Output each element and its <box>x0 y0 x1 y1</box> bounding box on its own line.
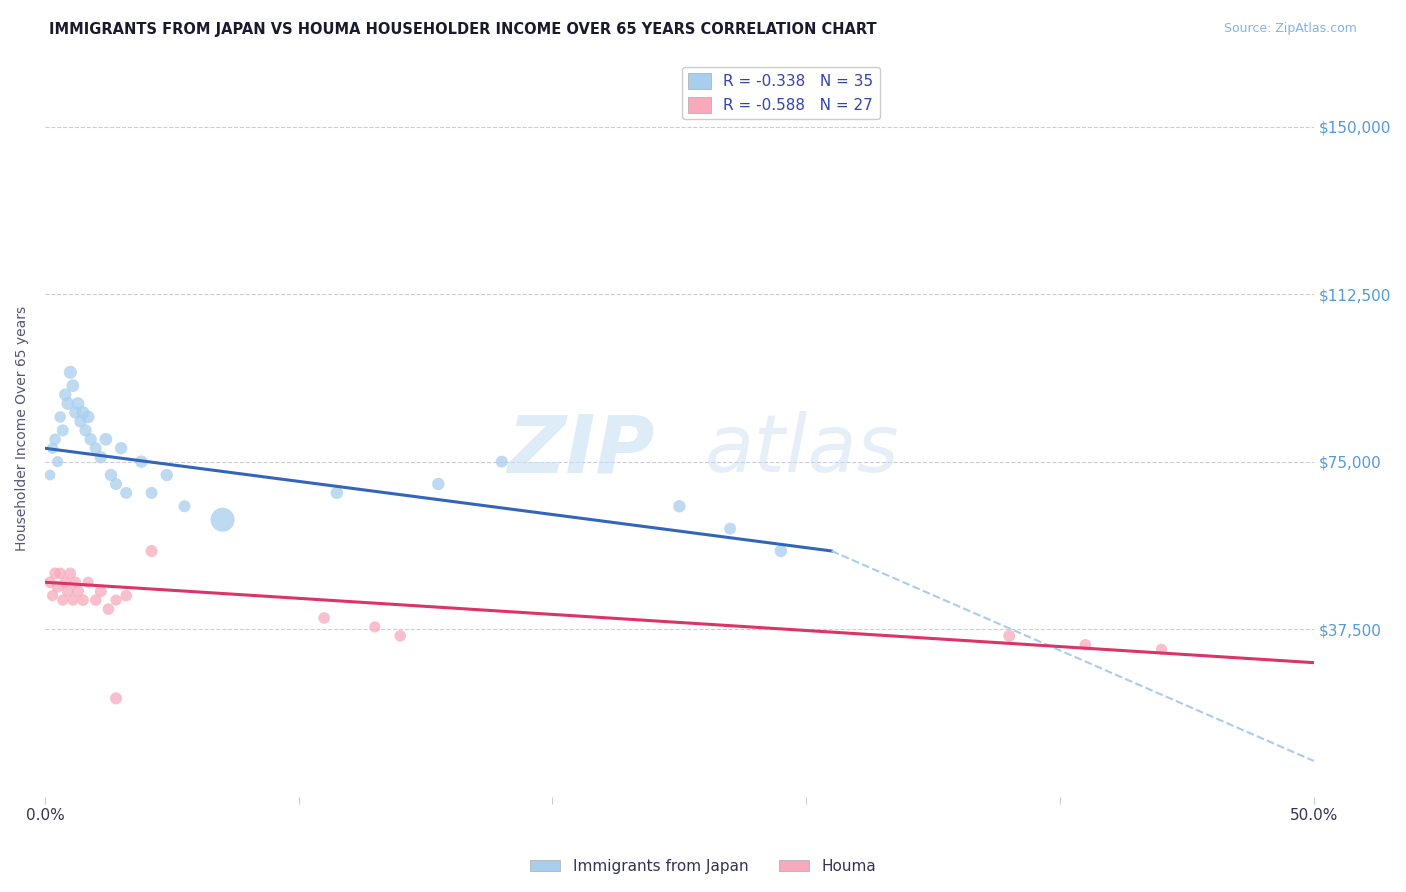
Point <box>66 396 89 410</box>
Point <box>52 423 75 437</box>
Point <box>39 468 62 483</box>
Point <box>314 611 336 625</box>
Point <box>211 513 233 527</box>
Point <box>84 442 107 456</box>
Text: atlas: atlas <box>704 411 900 489</box>
Point <box>364 620 387 634</box>
Point <box>105 691 128 706</box>
Text: ZIP: ZIP <box>506 411 654 489</box>
Point <box>115 589 138 603</box>
Point <box>769 544 792 558</box>
Point <box>59 566 82 581</box>
Point <box>59 365 82 379</box>
Point <box>66 584 89 599</box>
Point <box>1074 638 1097 652</box>
Y-axis label: Householder Income Over 65 years: Householder Income Over 65 years <box>15 306 30 550</box>
Point <box>65 405 87 419</box>
Point <box>141 486 163 500</box>
Point <box>49 566 72 581</box>
Point <box>49 409 72 424</box>
Point <box>44 566 66 581</box>
Point <box>77 575 100 590</box>
Point <box>62 593 84 607</box>
Point <box>90 450 112 465</box>
Point <box>105 477 128 491</box>
Point <box>141 544 163 558</box>
Point <box>427 477 450 491</box>
Point <box>156 468 179 483</box>
Point <box>326 486 349 500</box>
Point <box>41 442 63 456</box>
Point <box>62 378 84 392</box>
Point <box>173 500 195 514</box>
Legend: Immigrants from Japan, Houma: Immigrants from Japan, Houma <box>523 853 883 880</box>
Point <box>46 455 69 469</box>
Point <box>90 584 112 599</box>
Point <box>56 584 79 599</box>
Point <box>44 432 66 446</box>
Point <box>389 629 412 643</box>
Legend: R = -0.338   N = 35, R = -0.588   N = 27: R = -0.338 N = 35, R = -0.588 N = 27 <box>682 67 880 119</box>
Point <box>41 589 63 603</box>
Point <box>94 432 117 446</box>
Point <box>100 468 122 483</box>
Point <box>491 455 513 469</box>
Point <box>1150 642 1173 657</box>
Point <box>84 593 107 607</box>
Text: Source: ZipAtlas.com: Source: ZipAtlas.com <box>1223 22 1357 36</box>
Point <box>65 575 87 590</box>
Point <box>46 580 69 594</box>
Point <box>115 486 138 500</box>
Point <box>131 455 153 469</box>
Point <box>53 575 76 590</box>
Point <box>77 409 100 424</box>
Point <box>668 500 690 514</box>
Point <box>72 405 94 419</box>
Point <box>39 575 62 590</box>
Point <box>97 602 120 616</box>
Point <box>718 522 741 536</box>
Point <box>75 423 97 437</box>
Point <box>105 593 128 607</box>
Point <box>72 593 94 607</box>
Text: IMMIGRANTS FROM JAPAN VS HOUMA HOUSEHOLDER INCOME OVER 65 YEARS CORRELATION CHAR: IMMIGRANTS FROM JAPAN VS HOUMA HOUSEHOLD… <box>49 22 877 37</box>
Point <box>56 396 79 410</box>
Point <box>69 414 91 428</box>
Point <box>110 442 132 456</box>
Point <box>53 387 76 401</box>
Point <box>52 593 75 607</box>
Point <box>79 432 101 446</box>
Point <box>998 629 1021 643</box>
